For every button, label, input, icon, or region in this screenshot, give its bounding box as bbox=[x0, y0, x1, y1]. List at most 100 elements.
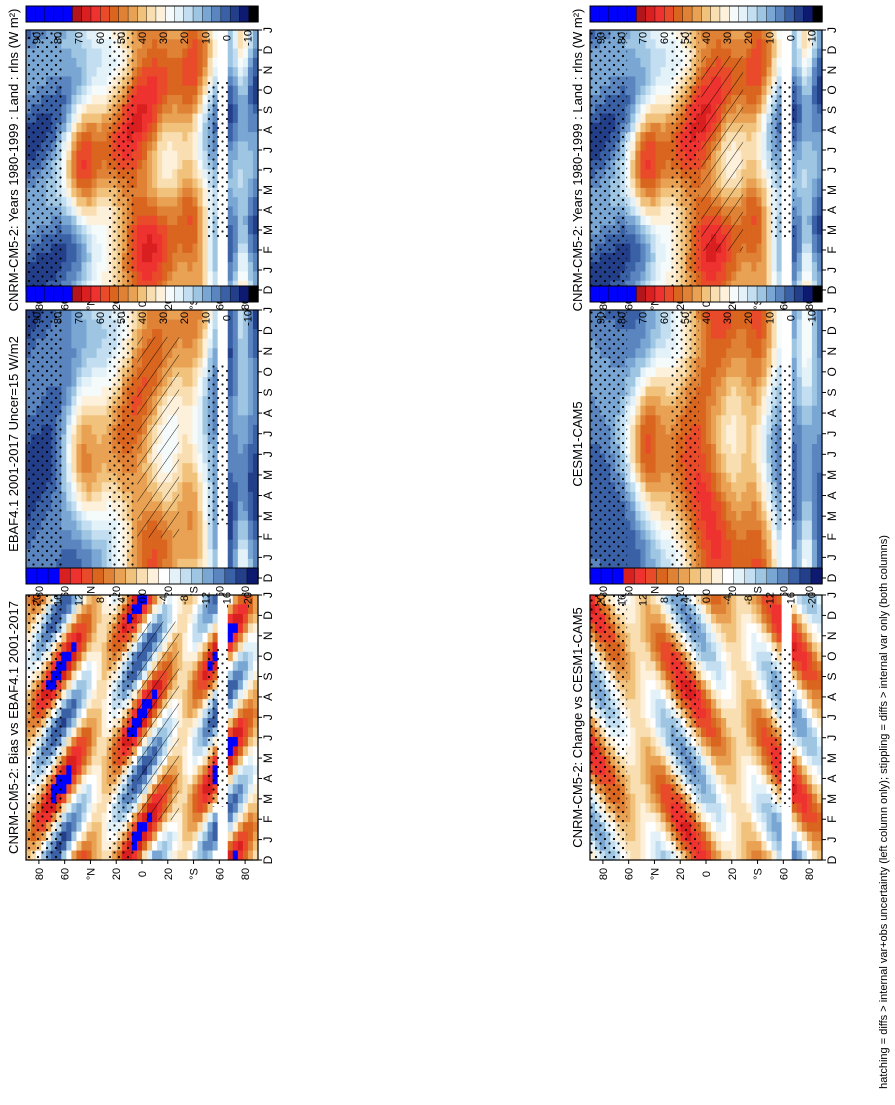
colorbar-swatch bbox=[646, 6, 656, 22]
heatmap-cell bbox=[630, 141, 636, 151]
heatmap-cell bbox=[197, 188, 203, 198]
heatmap-cell bbox=[197, 206, 203, 216]
heatmap-cell bbox=[666, 188, 672, 198]
heatmap-cell bbox=[162, 206, 168, 216]
heatmap-cell bbox=[97, 253, 103, 263]
heatmap-cell bbox=[772, 67, 778, 77]
heatmap-cell bbox=[81, 197, 87, 207]
heatmap-cell bbox=[248, 114, 254, 124]
heatmap-cell bbox=[192, 197, 198, 207]
heatmap-cell bbox=[97, 473, 103, 483]
heatmap-cell bbox=[746, 123, 752, 133]
heatmap-cell bbox=[233, 132, 239, 142]
heatmap-cell bbox=[152, 271, 158, 281]
heatmap-cell bbox=[661, 151, 667, 161]
heatmap-cell bbox=[66, 188, 72, 198]
heatmap-cell bbox=[741, 444, 747, 454]
heatmap-cell bbox=[97, 76, 103, 86]
heatmap-cell bbox=[706, 444, 712, 454]
heatmap-cell bbox=[807, 234, 813, 244]
heatmap-cell bbox=[812, 216, 818, 226]
heatmap-cell bbox=[751, 95, 757, 105]
heatmap-cell bbox=[243, 492, 249, 502]
heatmap-cell bbox=[656, 463, 662, 473]
heatmap-cell bbox=[81, 463, 87, 473]
stipple-region bbox=[26, 30, 63, 290]
heatmap-cell bbox=[640, 169, 646, 179]
heatmap-cell bbox=[706, 501, 712, 511]
heatmap-cell bbox=[812, 169, 818, 179]
heatmap-cell bbox=[661, 141, 667, 151]
heatmap-cell bbox=[137, 197, 143, 207]
heatmap-cell bbox=[243, 444, 249, 454]
heatmap-cell bbox=[726, 415, 732, 425]
heatmap-cell bbox=[197, 197, 203, 207]
heatmap-cell bbox=[228, 271, 234, 281]
heatmap-cell bbox=[656, 434, 662, 444]
heatmap-cell bbox=[741, 329, 747, 339]
heatmap-cell bbox=[746, 67, 752, 77]
heatmap-cell bbox=[233, 123, 239, 133]
colorbar-swatch bbox=[165, 286, 175, 302]
heatmap-cell bbox=[71, 160, 77, 170]
heatmap-cell bbox=[640, 358, 646, 368]
heatmap-cell bbox=[66, 511, 72, 521]
heatmap-cell bbox=[656, 473, 662, 483]
heatmap-cell bbox=[192, 348, 198, 358]
heatmap-cell bbox=[147, 76, 153, 86]
heatmap-cell bbox=[640, 521, 646, 531]
heatmap-cell bbox=[66, 244, 72, 254]
heatmap-cell bbox=[243, 339, 249, 349]
heatmap-cell bbox=[635, 396, 641, 406]
heatmap-cell bbox=[736, 511, 742, 521]
colorbar-label: 0 bbox=[221, 35, 233, 41]
heatmap-cell bbox=[137, 67, 143, 77]
heatmap-cell bbox=[97, 463, 103, 473]
heatmap-cell bbox=[248, 141, 254, 151]
heatmap-cell bbox=[716, 444, 722, 454]
heatmap-cell bbox=[197, 549, 203, 559]
heatmap-cell bbox=[66, 206, 72, 216]
heatmap-cell bbox=[238, 132, 244, 142]
heatmap-cell bbox=[187, 444, 193, 454]
heatmap-cell bbox=[233, 160, 239, 170]
heatmap-cell bbox=[233, 225, 239, 235]
heatmap-cell bbox=[746, 141, 752, 151]
heatmap-cell bbox=[741, 425, 747, 435]
heatmap-cell bbox=[777, 49, 783, 59]
heatmap-cell bbox=[92, 377, 98, 387]
heatmap-cell bbox=[248, 329, 254, 339]
heatmap-cell bbox=[736, 329, 742, 339]
heatmap-cell bbox=[701, 473, 707, 483]
heatmap-cell bbox=[92, 339, 98, 349]
heatmap-cell bbox=[182, 540, 188, 550]
month-tick-label: N bbox=[825, 66, 839, 75]
heatmap-cell bbox=[767, 49, 773, 59]
heatmap-cell bbox=[651, 482, 657, 492]
heatmap-cell bbox=[661, 377, 667, 387]
heatmap-cell bbox=[192, 339, 198, 349]
heatmap-cell bbox=[197, 482, 203, 492]
heatmap-cell bbox=[197, 492, 203, 502]
heatmap-cell bbox=[711, 434, 717, 444]
heatmap-cell bbox=[157, 86, 163, 96]
heatmap-cell bbox=[640, 253, 646, 263]
heatmap-cell bbox=[243, 415, 249, 425]
heatmap-cell bbox=[243, 329, 249, 339]
colorbar-swatch bbox=[193, 6, 203, 22]
heatmap-cell bbox=[736, 320, 742, 330]
colorbar-swatch bbox=[230, 6, 240, 22]
heatmap-cell bbox=[238, 329, 244, 339]
heatmap-cell bbox=[187, 511, 193, 521]
heatmap-cell bbox=[243, 151, 249, 161]
heatmap-cell bbox=[87, 540, 93, 550]
heatmap-cell bbox=[137, 271, 143, 281]
heatmap-cell bbox=[736, 425, 742, 435]
heatmap-cell bbox=[182, 160, 188, 170]
heatmap-cell bbox=[651, 179, 657, 189]
heatmap-cell bbox=[177, 244, 183, 254]
heatmap-cell bbox=[716, 482, 722, 492]
heatmap-cell bbox=[746, 95, 752, 105]
month-tick-label: S bbox=[261, 388, 275, 396]
heatmap-cell bbox=[167, 49, 173, 59]
